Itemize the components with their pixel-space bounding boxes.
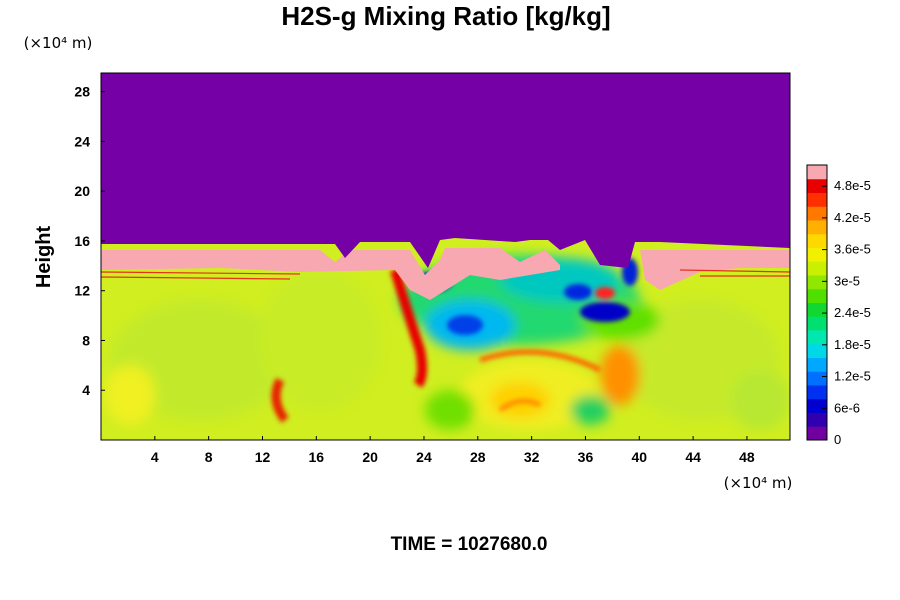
x-tick-label: 44	[685, 449, 701, 465]
x-tick-label: 4	[151, 449, 159, 465]
x-tick-label: 20	[362, 449, 378, 465]
colorbar-segment	[807, 220, 827, 235]
colorbar-segment	[807, 412, 827, 427]
colorbar-segment	[807, 288, 827, 303]
colorbar-segment	[807, 165, 827, 180]
colorbar-segment	[807, 178, 827, 193]
colorbar-frame	[806, 164, 828, 441]
x-tick-label: 24	[416, 449, 432, 465]
colorbar-segment	[807, 371, 827, 386]
x-tick-label: 16	[309, 449, 325, 465]
y-tick-label: 4	[82, 382, 90, 398]
x-ticks: 4 8 12 16 20 24 28 32 36 40 44 48	[151, 436, 755, 465]
y-axis-label: Height	[33, 226, 55, 289]
colorbar: 0 6e-6 1.2e-5 1.8e-5 2.4e-5 3e-5 3.6e-5 4.2e-5 4…	[806, 164, 871, 447]
pink-layer-right	[640, 250, 790, 290]
colorbar-tick-label: 0	[834, 432, 841, 447]
colorbar-segment	[807, 398, 827, 413]
colorbar-tick-label: 3e-5	[834, 273, 860, 288]
x-unit-label: (×10⁴ m)	[724, 474, 793, 492]
colorbar-tick-label: 1.8e-5	[834, 337, 871, 352]
colorbar-segment	[807, 316, 827, 331]
colorbar-segment	[807, 261, 827, 276]
y-tick-label: 24	[74, 133, 90, 149]
plot-frame	[100, 72, 791, 441]
colorbar-segment	[807, 330, 827, 345]
colorbar-segment	[807, 247, 827, 262]
x-tick-label: 28	[470, 449, 486, 465]
y-tick-label: 28	[74, 84, 90, 100]
y-tick-label: 16	[74, 233, 90, 249]
x-tick-label: 12	[255, 449, 271, 465]
field-image	[101, 73, 790, 440]
colorbar-tick-label: 4.2e-5	[834, 210, 871, 225]
colorbar-segment	[807, 385, 827, 400]
colorbar-segment	[807, 275, 827, 290]
colorbar-tick-label: 2.4e-5	[834, 305, 871, 320]
upper-region	[101, 73, 790, 268]
x-tick-label: 40	[631, 449, 647, 465]
colorbar-segment	[807, 343, 827, 358]
y-tick-label: 12	[74, 283, 90, 299]
colorbar-tick-label: 3.6e-5	[834, 242, 871, 257]
pink-layer-left	[101, 248, 560, 300]
colorbar-tick-label: 6e-6	[834, 400, 860, 415]
chart-title: H2S-g Mixing Ratio [kg/kg]	[281, 1, 610, 31]
y-tick-label: 8	[82, 332, 90, 348]
colorbar-tick-label: 1.2e-5	[834, 369, 871, 384]
y-unit-label: (×10⁴ m)	[24, 34, 93, 52]
colorbar-segment	[807, 206, 827, 221]
colorbar-segment	[807, 357, 827, 372]
x-tick-label: 48	[739, 449, 755, 465]
y-ticks: 4 8 12 16 20 24 28	[74, 84, 105, 398]
x-tick-label: 8	[205, 449, 213, 465]
y-tick-label: 20	[74, 183, 90, 199]
colorbar-segment	[807, 426, 827, 441]
colorbar-segment	[807, 192, 827, 207]
colorbar-segment	[807, 302, 827, 317]
x-tick-label: 32	[524, 449, 540, 465]
colorbar-segment	[807, 233, 827, 248]
time-label: TIME = 1027680.0	[391, 534, 548, 555]
colorbar-tick-label: 4.8e-5	[834, 178, 871, 193]
x-tick-label: 36	[578, 449, 594, 465]
